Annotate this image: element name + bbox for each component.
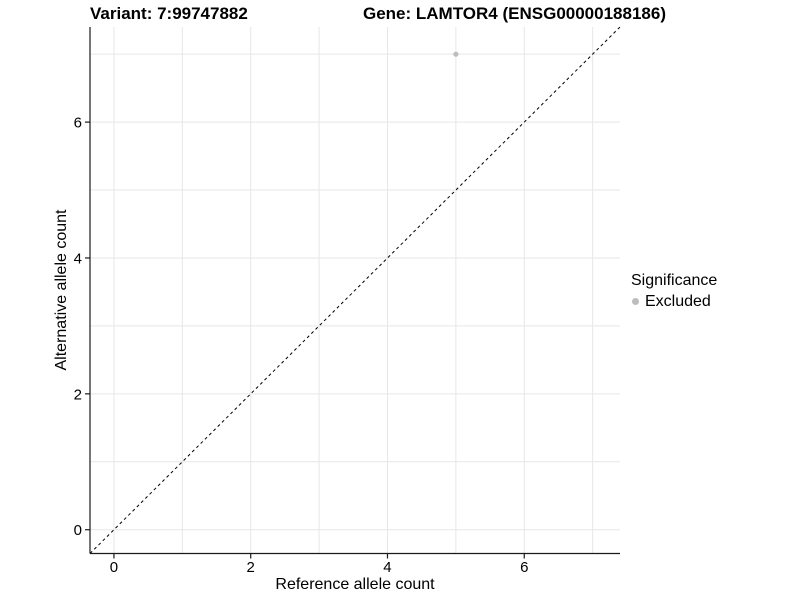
- y-tick-label: 6: [74, 115, 82, 132]
- identity-dashed-line: [89, 26, 621, 554]
- plot-title-gene: Gene: LAMTOR4 (ENSG00000188186): [363, 4, 666, 23]
- x-axis-title: Reference allele count: [275, 576, 435, 593]
- legend: Significance Excluded: [631, 271, 717, 311]
- y-axis-title: Alternative allele count: [53, 209, 70, 371]
- y-tick-label: 0: [74, 522, 82, 539]
- x-tick-label: 0: [110, 559, 118, 576]
- x-tick-label: 2: [247, 559, 255, 576]
- x-tick-label: 4: [383, 559, 391, 576]
- legend-title: Significance: [631, 272, 718, 289]
- y-tick-label: 2: [74, 386, 82, 403]
- legend-entry-label: Excluded: [645, 293, 711, 310]
- plot-title-variant: Variant: 7:99747882: [90, 4, 248, 23]
- excluded-point-marker-icon: [632, 298, 639, 305]
- x-tick-label: 6: [520, 559, 528, 576]
- legend-entry-excluded: Excluded: [631, 292, 717, 311]
- y-tick-label: 4: [74, 250, 82, 267]
- data-point: [453, 51, 459, 57]
